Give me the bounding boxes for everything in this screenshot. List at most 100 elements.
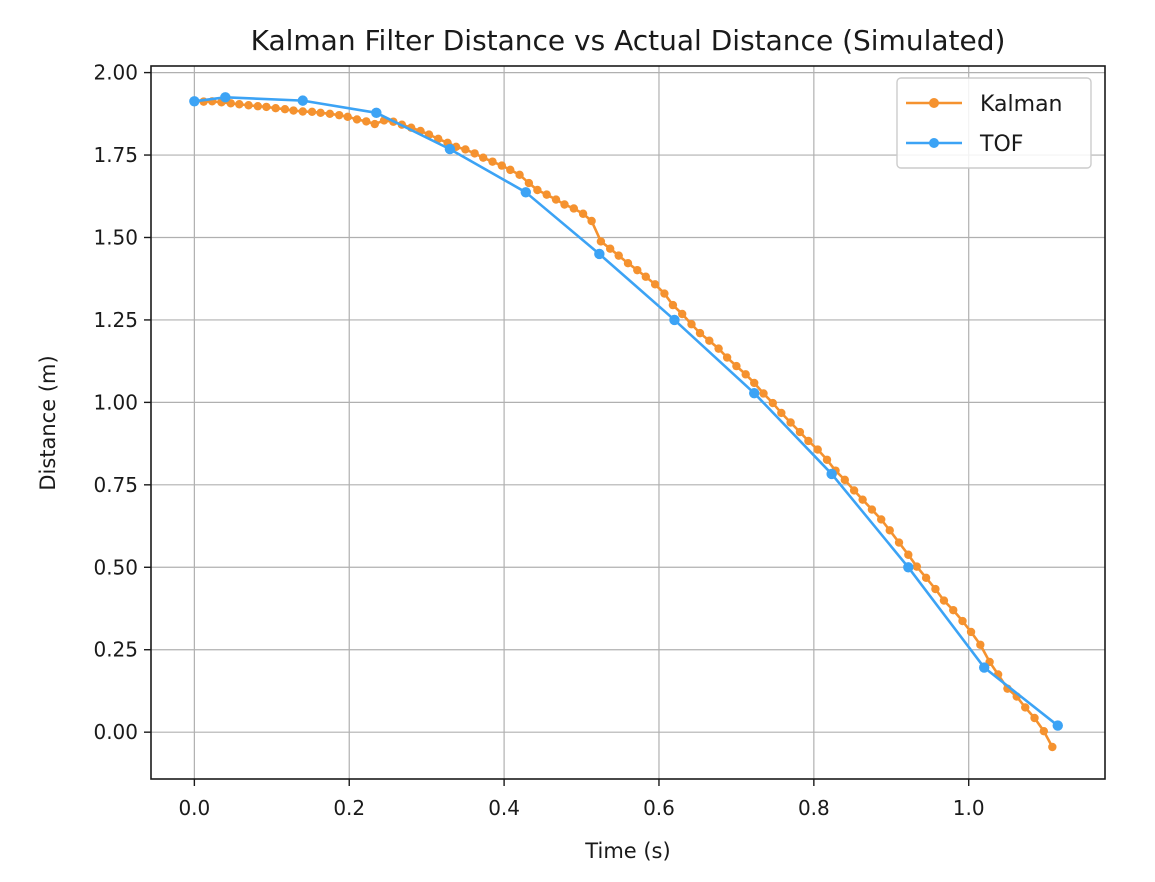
data-point-kalman [551, 195, 561, 204]
y-tick-label: 1.50 [93, 225, 138, 249]
data-point-kalman [741, 370, 750, 379]
data-point-tof [520, 187, 531, 198]
data-point-kalman [687, 320, 696, 329]
data-point-kalman [633, 265, 642, 275]
data-point-kalman [352, 115, 362, 124]
data-point-kalman [524, 178, 534, 188]
legend-label-kalman: Kalman [980, 92, 1063, 117]
data-point-kalman [235, 100, 244, 109]
data-point-tof [594, 248, 605, 260]
data-point-kalman [623, 259, 633, 268]
chart-title: Kalman Filter Distance vs Actual Distanc… [251, 24, 1006, 57]
data-point-kalman [804, 436, 813, 446]
data-point-tof [189, 96, 200, 107]
data-point-kalman [668, 300, 678, 310]
plot-frame [150, 65, 1106, 780]
data-point-kalman [316, 108, 325, 118]
y-tick-label: 1.00 [93, 390, 138, 414]
data-point-kalman [596, 237, 606, 246]
data-point-kalman [695, 328, 705, 338]
data-point-kalman [533, 185, 542, 195]
data-point-kalman [786, 418, 795, 427]
data-point-kalman [759, 389, 768, 398]
data-point-kalman [253, 102, 263, 111]
data-point-kalman [867, 505, 877, 514]
data-point-tof [826, 468, 837, 480]
data-point-kalman [678, 309, 687, 319]
legend-marker-tof [929, 138, 939, 148]
data-point-kalman [722, 353, 732, 362]
y-tick-label: 0.50 [93, 555, 138, 579]
data-point-kalman [921, 573, 931, 583]
data-point-kalman [497, 161, 506, 170]
series-tof [189, 92, 1063, 731]
data-point-kalman [470, 149, 479, 158]
data-point-kalman [262, 102, 271, 112]
data-point-kalman [705, 336, 714, 345]
data-point-kalman [605, 244, 615, 253]
data-point-kalman [614, 251, 623, 260]
data-point-kalman [949, 605, 958, 615]
data-point-kalman [298, 107, 307, 116]
data-point-kalman [1021, 703, 1030, 712]
legend-label-tof: TOF [979, 132, 1023, 157]
data-point-kalman [289, 106, 298, 115]
data-point-kalman [1048, 742, 1057, 752]
data-point-kalman [958, 616, 967, 626]
data-point-kalman [840, 475, 850, 485]
data-point-kalman [506, 165, 515, 175]
data-point-kalman [325, 109, 335, 119]
data-point-kalman [307, 107, 317, 117]
data-point-kalman [578, 209, 588, 218]
data-point-kalman [660, 289, 669, 298]
x-axis-label: Time (s) [584, 839, 670, 863]
data-point-kalman [1030, 713, 1039, 723]
data-point-kalman [370, 119, 379, 129]
data-point-tof [903, 562, 914, 573]
data-point-kalman [587, 216, 596, 226]
legend-box [896, 77, 1092, 169]
data-point-kalman [515, 170, 524, 180]
legend-marker-kalman [929, 98, 939, 108]
x-tick-label: 0.4 [488, 796, 520, 820]
y-tick-label: 0.00 [93, 720, 138, 744]
y-tick-label: 1.75 [93, 143, 138, 167]
data-point-kalman [1039, 726, 1049, 736]
data-point-kalman [822, 455, 832, 464]
data-point-kalman [280, 105, 290, 114]
data-point-tof [444, 143, 456, 155]
data-point-kalman [362, 117, 371, 126]
data-point-tof [669, 314, 680, 326]
data-point-kalman [334, 110, 344, 120]
data-point-kalman [858, 495, 867, 504]
data-point-tof [979, 662, 990, 673]
data-point-kalman [966, 627, 976, 637]
y-tick-label: 0.75 [93, 473, 138, 497]
data-point-kalman [885, 526, 894, 535]
y-tick-label: 1.25 [93, 308, 138, 332]
data-point-kalman [849, 486, 859, 495]
data-point-kalman [877, 515, 886, 524]
y-tick-label: 0.25 [93, 638, 138, 662]
data-point-kalman [813, 445, 822, 454]
data-point-kalman [343, 112, 352, 121]
data-point-kalman [795, 427, 805, 437]
data-point-kalman [714, 344, 723, 353]
data-point-kalman [976, 640, 985, 649]
data-point-kalman [479, 153, 488, 162]
data-point-tof [371, 107, 382, 119]
grid [151, 66, 1105, 779]
data-point-tof [297, 95, 308, 106]
x-tick-label: 0.2 [333, 796, 365, 820]
ticks: 0.0 0.2 0.4 0.6 0.8 1.0 0.00 0.25 0.50 0.75 1.00 1.… [93, 61, 984, 820]
data-point-kalman [271, 104, 280, 113]
data-point-kalman [912, 562, 922, 571]
data-point-kalman [750, 378, 759, 388]
data-point-kalman [904, 550, 913, 559]
y-axis-label: Distance (m) [36, 355, 60, 490]
data-point-kalman [542, 190, 551, 199]
data-point-kalman [777, 408, 786, 418]
data-point-kalman [650, 280, 660, 289]
data-point-tof [220, 92, 231, 103]
